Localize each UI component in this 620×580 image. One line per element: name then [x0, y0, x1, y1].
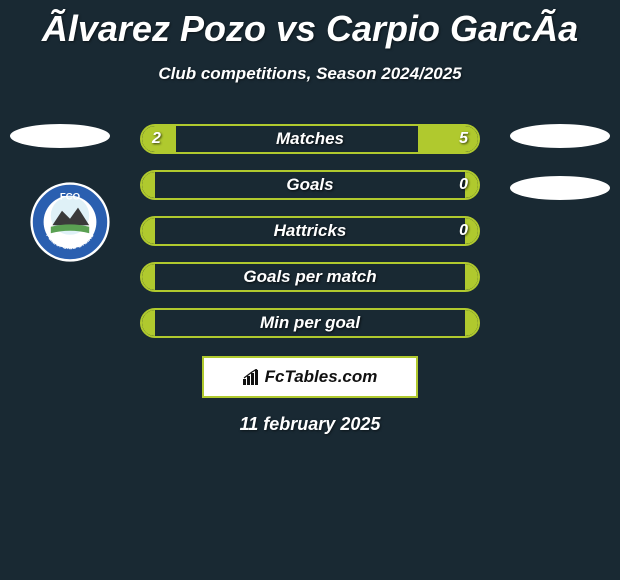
page-subtitle: Club competitions, Season 2024/2025 — [0, 64, 620, 84]
stat-bar: 0Goals — [140, 170, 480, 200]
stat-label: Matches — [142, 129, 478, 149]
stat-label: Hattricks — [142, 221, 478, 241]
stat-row: Goals per match — [0, 262, 620, 292]
page-title: Ãlvarez Pozo vs Carpio GarcÃa — [0, 0, 620, 50]
stats-container: 25Matches 0Goals 0Hattricks Goals per match… — [0, 124, 620, 338]
stat-row: 25Matches — [0, 124, 620, 154]
brand-text: FcTables.com — [243, 367, 378, 387]
brand-box: FcTables.com — [202, 356, 418, 398]
stat-bar: Goals per match — [140, 262, 480, 292]
stat-row: 0Goals — [0, 170, 620, 200]
date-line: 11 february 2025 — [0, 414, 620, 435]
stat-bar: Min per goal — [140, 308, 480, 338]
brand-label: FcTables.com — [265, 367, 378, 387]
stat-label: Min per goal — [142, 313, 478, 333]
stat-row: 0Hattricks — [0, 216, 620, 246]
stat-bar: 25Matches — [140, 124, 480, 154]
stat-label: Goals — [142, 175, 478, 195]
stat-row: Min per goal — [0, 308, 620, 338]
brand-icon — [243, 369, 261, 385]
stat-bar: 0Hattricks — [140, 216, 480, 246]
stat-label: Goals per match — [142, 267, 478, 287]
